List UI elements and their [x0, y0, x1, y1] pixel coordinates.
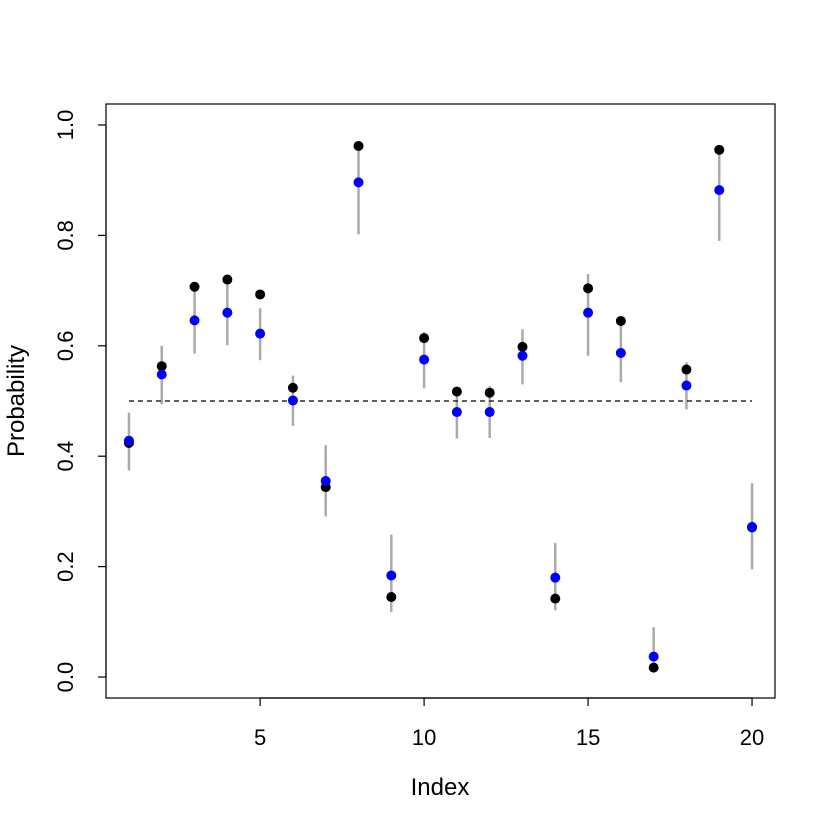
point-blue	[550, 572, 561, 583]
point-blue	[681, 380, 692, 391]
point-black	[419, 333, 430, 344]
point-blue	[419, 354, 430, 365]
point-black	[484, 387, 495, 398]
point-black	[517, 341, 528, 352]
point-blue	[747, 521, 758, 532]
point-blue	[484, 407, 495, 418]
point-black	[255, 289, 266, 300]
point-black	[615, 315, 626, 326]
point-blue	[714, 185, 725, 196]
y-axis: 0.0 0.2 0.4 0.6 0.8 1.0	[53, 110, 107, 693]
point-black	[386, 591, 397, 602]
point-blue	[583, 307, 594, 318]
point-black	[550, 593, 561, 604]
y-tick-label: 0.4	[53, 441, 78, 472]
y-tick-label: 0.8	[53, 220, 78, 251]
y-tick-label: 0.6	[53, 330, 78, 361]
x-axis: 5 10 15 20	[254, 697, 764, 750]
point-blue	[123, 435, 134, 446]
point-black	[189, 281, 200, 292]
y-tick-label: 0.0	[53, 662, 78, 693]
x-tick-label: 5	[254, 725, 266, 750]
point-blue	[451, 407, 462, 418]
y-tick-label: 1.0	[53, 110, 78, 141]
point-blue	[222, 307, 233, 318]
x-axis-title: Index	[411, 774, 470, 801]
point-black	[681, 364, 692, 375]
point-black	[714, 144, 725, 155]
y-tick-label: 0.2	[53, 551, 78, 582]
point-black	[156, 361, 167, 372]
point-black	[583, 283, 594, 294]
point-blue	[189, 315, 200, 326]
point-blue	[386, 570, 397, 581]
point-black	[451, 386, 462, 397]
points-layer	[123, 140, 758, 673]
point-blue	[648, 651, 659, 662]
point-black	[287, 382, 298, 393]
point-blue	[255, 328, 266, 339]
x-tick-label: 20	[740, 725, 764, 750]
point-black	[222, 274, 233, 285]
point-blue	[320, 476, 331, 487]
point-blue	[287, 395, 298, 406]
point-black	[353, 140, 364, 151]
point-blue	[615, 347, 626, 358]
x-tick-label: 15	[576, 725, 600, 750]
point-blue	[156, 369, 167, 380]
point-blue	[517, 350, 528, 361]
point-black	[648, 662, 659, 673]
x-tick-label: 10	[412, 725, 436, 750]
y-axis-title: Probability	[3, 345, 30, 457]
point-blue	[353, 177, 364, 188]
